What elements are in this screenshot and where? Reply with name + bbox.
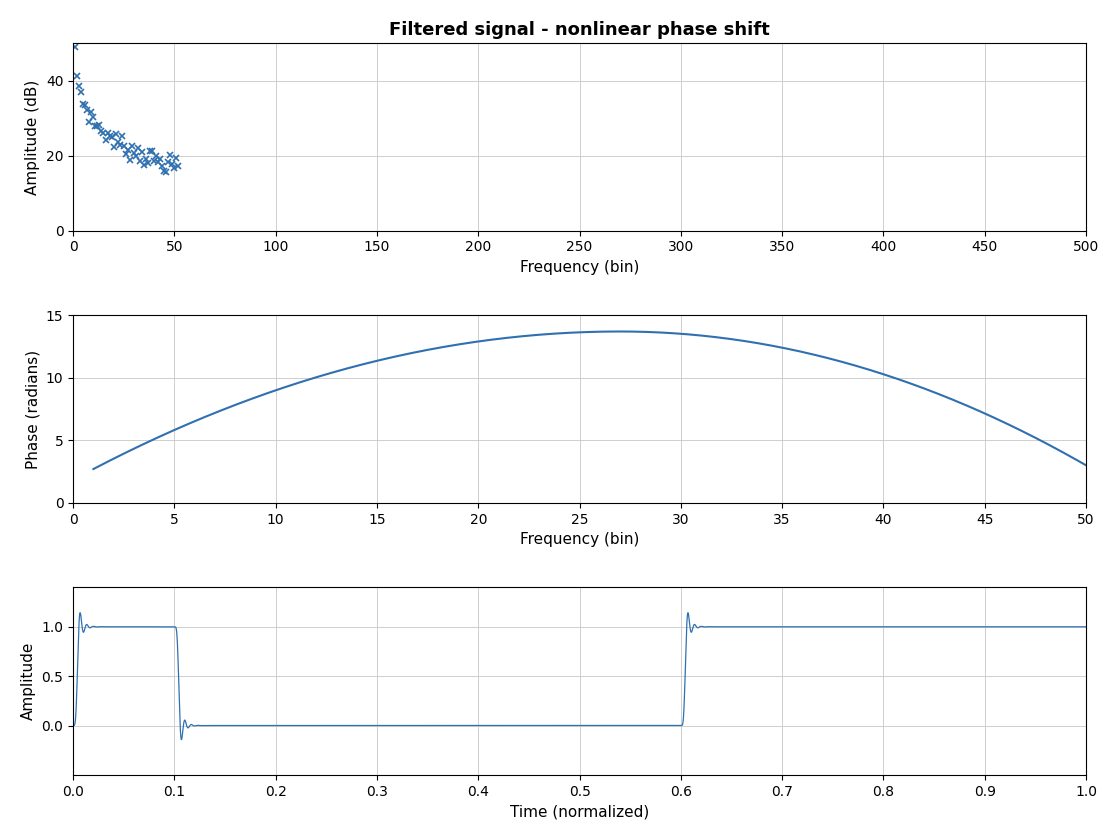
- Y-axis label: Amplitude: Amplitude: [21, 642, 36, 720]
- X-axis label: Frequency (bin): Frequency (bin): [520, 260, 640, 275]
- Title: Filtered signal - nonlinear phase shift: Filtered signal - nonlinear phase shift: [390, 21, 769, 39]
- X-axis label: Frequency (bin): Frequency (bin): [520, 532, 640, 547]
- Y-axis label: Amplitude (dB): Amplitude (dB): [26, 79, 40, 195]
- Y-axis label: Phase (radians): Phase (radians): [26, 349, 40, 469]
- X-axis label: Time (normalized): Time (normalized): [510, 804, 650, 819]
